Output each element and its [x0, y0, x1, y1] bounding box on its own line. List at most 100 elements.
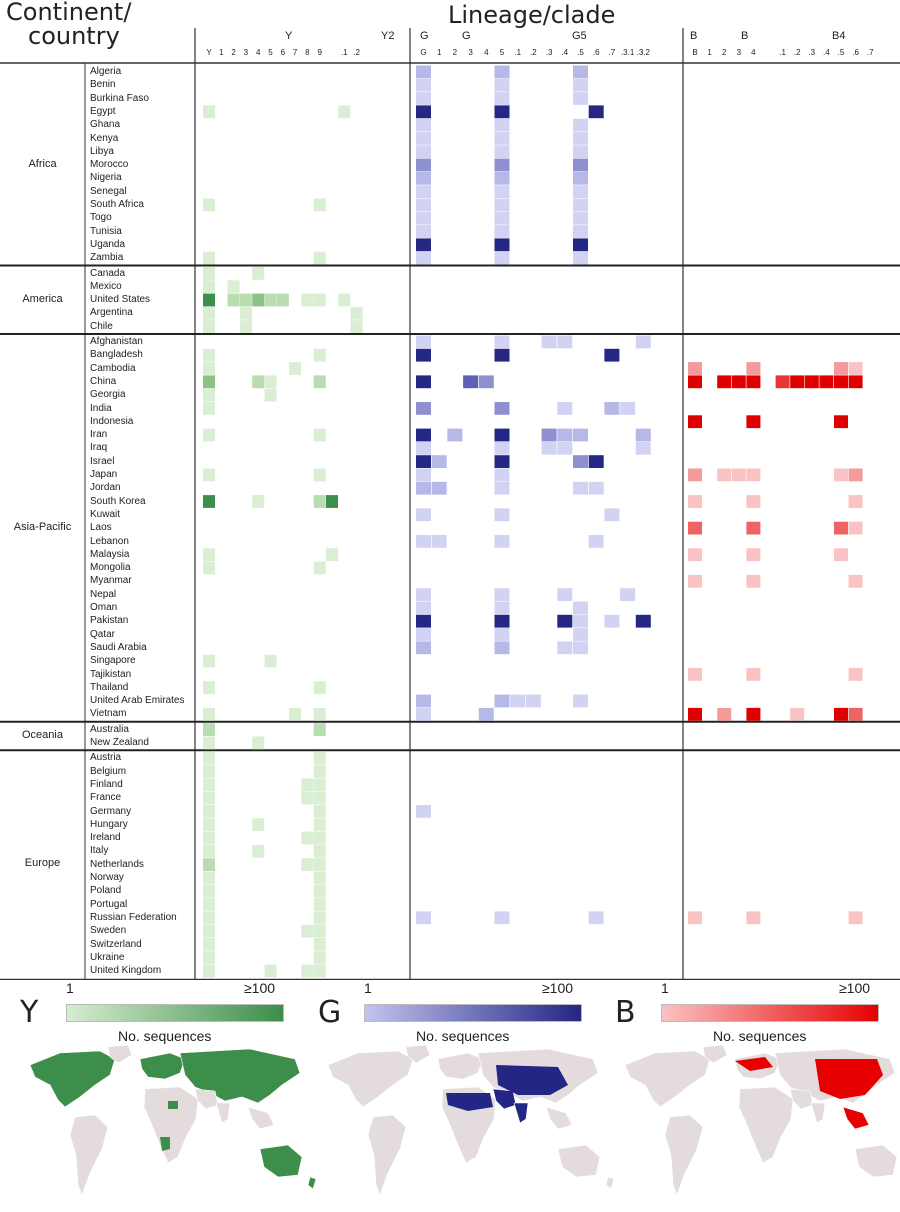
- sub-label: G: [420, 48, 427, 57]
- heat-cell: [494, 641, 510, 655]
- heat-cell: [203, 198, 215, 212]
- heat-cell: [301, 858, 314, 871]
- heat-cell: [848, 668, 863, 681]
- heat-cell: [416, 707, 431, 721]
- heat-cell: [203, 362, 215, 375]
- country-label: Austria: [90, 752, 122, 764]
- heat-cell: [478, 707, 494, 721]
- legend-min: 1: [661, 980, 669, 996]
- country-label: Togo: [90, 212, 112, 224]
- sub-label: .3: [808, 48, 816, 57]
- country-label: United Arab Emirates: [90, 695, 185, 707]
- heat-cell: [416, 508, 431, 522]
- heat-cell: [416, 211, 431, 225]
- heat-cell: [746, 415, 761, 429]
- heat-cell: [252, 818, 265, 832]
- sub-label: 4: [255, 48, 261, 57]
- left-title-line1: Continent/: [6, 0, 132, 26]
- continent-label: America: [22, 292, 63, 305]
- heat-cell: [804, 375, 819, 389]
- heat-cell: [573, 428, 588, 442]
- heat-cell: [557, 402, 573, 415]
- heat-cell: [350, 320, 363, 333]
- country-label: Morocco: [90, 159, 129, 171]
- heat-cell: [252, 736, 265, 750]
- heat-cell: [416, 145, 431, 159]
- heat-cell: [688, 375, 702, 389]
- country-label: Germany: [90, 805, 132, 817]
- sub-label: 1: [707, 48, 712, 57]
- legend-max: ≥100: [244, 980, 276, 996]
- heat-cell: [494, 694, 510, 708]
- heat-cell: [746, 362, 761, 375]
- world-maps: [29, 1045, 898, 1196]
- heat-cell: [313, 805, 326, 818]
- heat-cell: [203, 858, 215, 871]
- heat-cell: [775, 375, 790, 389]
- heat-cell: [313, 293, 326, 307]
- heat-cell: [494, 911, 510, 925]
- group-label: Y2: [381, 30, 395, 42]
- country-label: India: [90, 402, 112, 414]
- sub-label: .3: [545, 48, 553, 57]
- heat-cell: [494, 428, 510, 442]
- sub-label: .1: [340, 48, 348, 57]
- country-label: Nigeria: [90, 172, 122, 184]
- heat-cell: [313, 911, 326, 925]
- country-label: United Kingdom: [90, 965, 162, 977]
- heat-cell: [494, 455, 510, 468]
- heat-cell: [313, 884, 326, 898]
- country-label: Pakistan: [90, 615, 129, 627]
- heat-cell: [203, 791, 215, 805]
- heat-cell: [478, 375, 494, 389]
- heat-cell: [431, 455, 447, 468]
- heat-cell: [620, 402, 636, 415]
- country-label: Argentina: [90, 307, 133, 319]
- heat-cell: [588, 455, 604, 468]
- heat-cell: [301, 924, 314, 938]
- country-label: Hungary: [90, 818, 128, 830]
- heat-cell: [717, 375, 732, 389]
- country-label: Burkina Faso: [90, 92, 149, 104]
- country-label: Vietnam: [90, 708, 127, 720]
- heat-cell: [239, 293, 252, 307]
- country-label: Italy: [90, 845, 109, 857]
- heat-cell: [203, 402, 215, 415]
- group-label: G: [420, 30, 429, 42]
- country-label: Lebanon: [90, 535, 129, 547]
- heat-cell: [494, 105, 510, 119]
- heat-cell: [819, 375, 834, 389]
- heat-cell: [289, 362, 302, 375]
- heat-cell: [494, 628, 510, 641]
- heat-cell: [688, 415, 702, 429]
- heat-cell: [731, 468, 746, 482]
- heat-cell: [301, 778, 314, 792]
- country-label: Mongolia: [90, 562, 131, 574]
- continent-label: Africa: [28, 157, 57, 170]
- sub-label: .7: [866, 48, 874, 57]
- heat-cell: [717, 468, 732, 482]
- heat-cell: [834, 707, 848, 721]
- country-label: Ukraine: [90, 951, 125, 963]
- heat-cell: [688, 495, 702, 508]
- country-label: Cambodia: [90, 362, 136, 374]
- heatmap-grid: [0, 28, 900, 980]
- heat-cell: [252, 375, 265, 389]
- heat-cell: [264, 375, 277, 389]
- country-label: Iraq: [90, 442, 108, 454]
- country-label: Norway: [90, 872, 124, 883]
- heat-cell: [494, 402, 510, 415]
- group-label: Y: [285, 30, 293, 42]
- heat-cell: [635, 335, 651, 349]
- country-label: Uganda: [90, 238, 126, 250]
- heat-cell: [264, 293, 277, 307]
- heat-cell: [326, 548, 338, 562]
- sub-label: 4: [751, 48, 756, 57]
- heat-cell: [301, 831, 314, 845]
- heat-cell: [203, 468, 215, 482]
- heat-cell: [313, 791, 326, 805]
- heat-cell: [431, 481, 447, 495]
- heat-cell: [494, 441, 510, 455]
- sub-label: 7: [292, 48, 298, 57]
- heat-cell: [227, 280, 240, 294]
